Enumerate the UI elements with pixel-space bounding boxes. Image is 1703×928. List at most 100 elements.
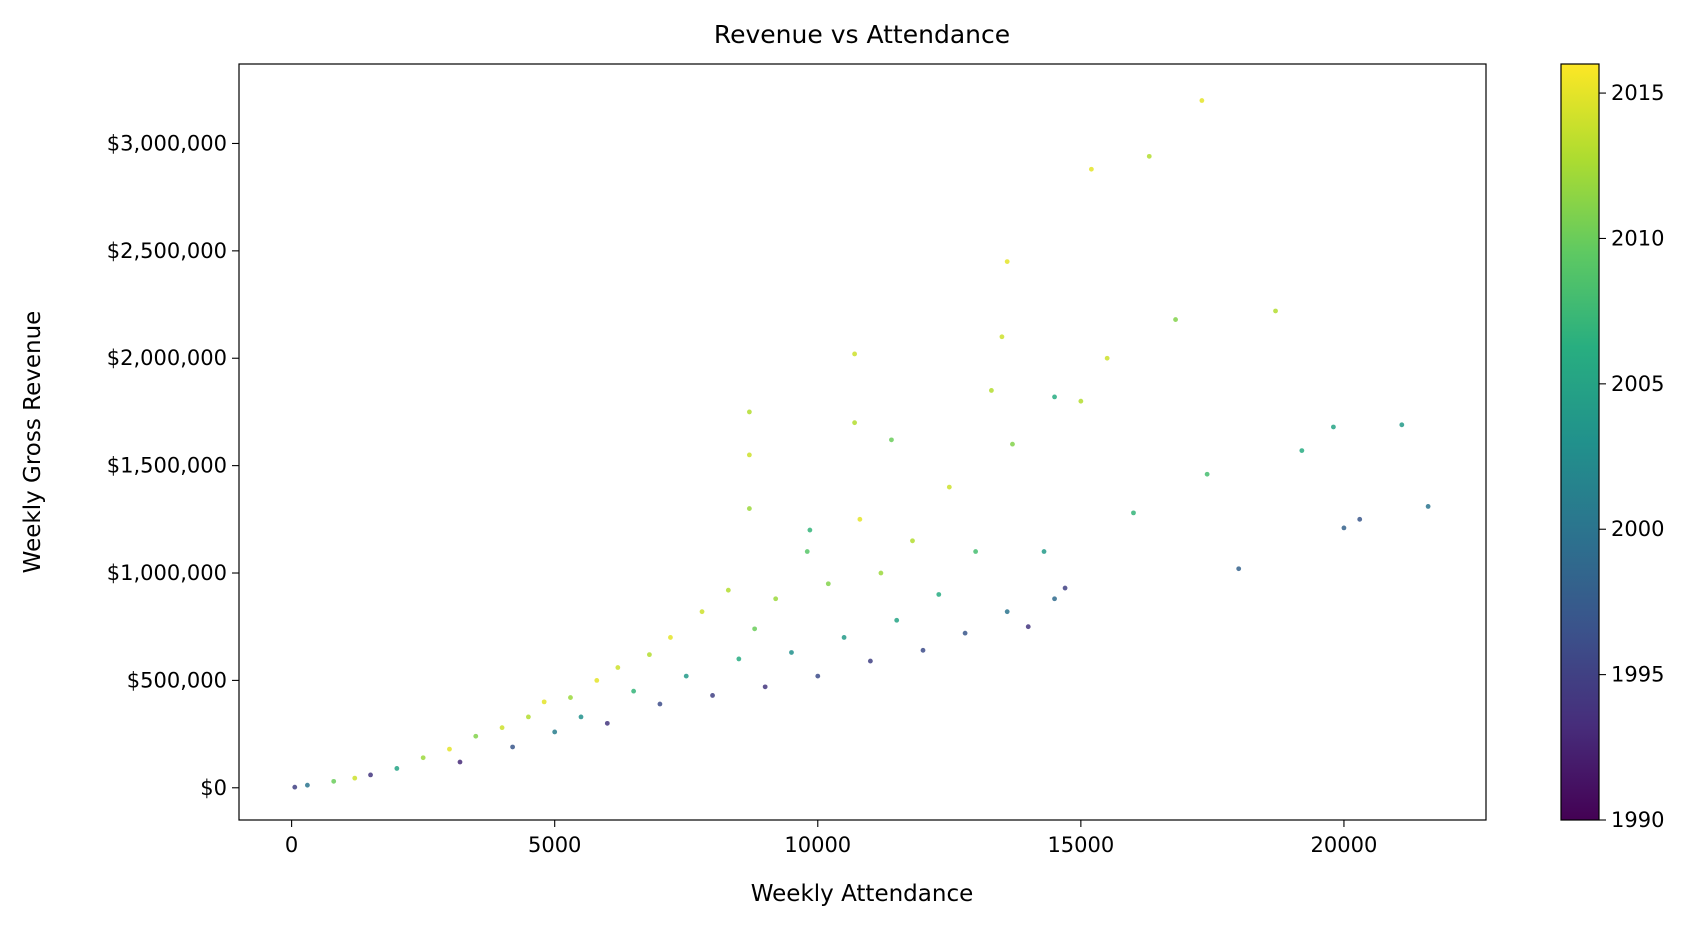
scatter-point (878, 570, 884, 576)
scatter-point (1004, 259, 1010, 264)
scatter-point (699, 609, 705, 615)
scatter-point (1425, 504, 1431, 509)
scatter-point (789, 650, 794, 655)
colorbar-tick-label: 2005 (1611, 372, 1664, 396)
x-tick-label: 20000 (1311, 833, 1378, 857)
scatter-point (910, 538, 915, 544)
scatter-point (762, 684, 768, 690)
scatter-point (1341, 525, 1347, 531)
scatter-point (746, 506, 752, 511)
scatter-point (657, 701, 663, 707)
x-tick-label: 10000 (784, 833, 851, 857)
y-tick-label: $2,500,000 (107, 239, 227, 263)
scatter-point (1146, 153, 1152, 159)
y-axis: $0 $500,000 $1,000,000 $1,500,000 $2,000,000… (107, 131, 239, 800)
scatter-point (1131, 510, 1136, 516)
scatter-point (773, 596, 779, 602)
scatter-point (683, 673, 689, 679)
scatter-point (962, 630, 968, 636)
scatter-point (867, 658, 873, 664)
scatter-point (1173, 317, 1178, 322)
chart-title: Revenue vs Attendance (714, 20, 1010, 49)
scatter-point (552, 729, 558, 735)
colorbar-tick-label: 2015 (1611, 81, 1664, 105)
scatter-point (1025, 624, 1031, 630)
colorbar-tick-label: 1995 (1611, 663, 1664, 687)
colorbar-frame (1560, 63, 1600, 821)
scatter-point (804, 549, 810, 554)
scatter-point (1236, 566, 1242, 572)
scatter-point (1088, 166, 1094, 172)
scatter-point (946, 484, 952, 490)
y-tick-label: $2,000,000 (107, 346, 227, 370)
scatter-point (1204, 471, 1210, 477)
scatter-point (647, 652, 652, 658)
plot-frame (238, 63, 1487, 821)
scatter-point (604, 720, 610, 726)
scatter-point (936, 592, 942, 597)
scatter-point (631, 688, 637, 694)
scatter-point (541, 699, 547, 705)
scatter-point (1299, 448, 1305, 453)
scatter-point (1331, 424, 1336, 430)
scatter-point (752, 626, 758, 632)
scatter-point (746, 452, 752, 458)
y-tick-label: $1,000,000 (107, 561, 227, 585)
x-axis: 0 5000 10000 15000 20000 (285, 820, 1377, 857)
scatter-point (1399, 422, 1405, 428)
scatter-point (578, 714, 584, 720)
colorbar-axis: 1990 1995 2000 2005 2010 2015 (1599, 81, 1664, 832)
scatter-point (615, 665, 621, 670)
scatter-point (989, 388, 994, 393)
x-axis-label: Weekly Attendance (751, 881, 974, 907)
y-tick-label: $0 (200, 776, 227, 800)
scatter-point (292, 784, 298, 790)
scatter-point (807, 527, 813, 533)
scatter-point (352, 775, 358, 781)
scatter-point (305, 782, 310, 788)
scatter-point (368, 772, 373, 778)
scatter-point (920, 647, 926, 653)
scatter-point (1041, 549, 1047, 554)
scatter-points (292, 98, 1431, 790)
scatter-point (394, 766, 400, 771)
scatter-point (736, 656, 742, 662)
scatter-point (525, 714, 531, 720)
scatter-point (852, 351, 858, 357)
colorbar (1561, 64, 1599, 820)
scatter-point (594, 678, 600, 683)
y-tick-label: $1,500,000 (107, 454, 227, 478)
scatter-point (499, 725, 505, 731)
scatter-point (710, 693, 715, 698)
scatter-point (1357, 516, 1363, 522)
scatter-point (894, 617, 900, 623)
scatter-point (1052, 394, 1057, 400)
scatter-point (999, 334, 1005, 340)
scatter-point (473, 733, 479, 739)
scatter-point (841, 635, 847, 640)
scatter-point (1078, 398, 1084, 404)
scatter-point (852, 420, 858, 426)
scatter-point (973, 549, 979, 554)
scatter-point (510, 744, 515, 750)
x-tick-label: 0 (285, 833, 298, 857)
scatter-point (457, 759, 463, 765)
colorbar-tick-label: 2000 (1611, 517, 1664, 541)
colorbar-tick-label: 2010 (1611, 226, 1664, 250)
scatter-point (1052, 596, 1057, 602)
scatter-point (815, 673, 821, 679)
scatter-point (1199, 98, 1205, 103)
scatter-point (447, 746, 452, 752)
y-tick-label: $500,000 (127, 668, 227, 692)
x-tick-label: 5000 (528, 833, 581, 857)
y-axis-label: Weekly Gross Revenue (20, 311, 46, 574)
scatter-point (857, 516, 863, 522)
scatter-point (1010, 441, 1015, 447)
scatter-point (668, 635, 673, 640)
colorbar-tick-label: 1990 (1611, 808, 1664, 832)
x-tick-label: 15000 (1047, 833, 1114, 857)
scatter-point (331, 778, 337, 784)
scatter-point (1273, 308, 1278, 314)
scatter-point (889, 437, 894, 443)
